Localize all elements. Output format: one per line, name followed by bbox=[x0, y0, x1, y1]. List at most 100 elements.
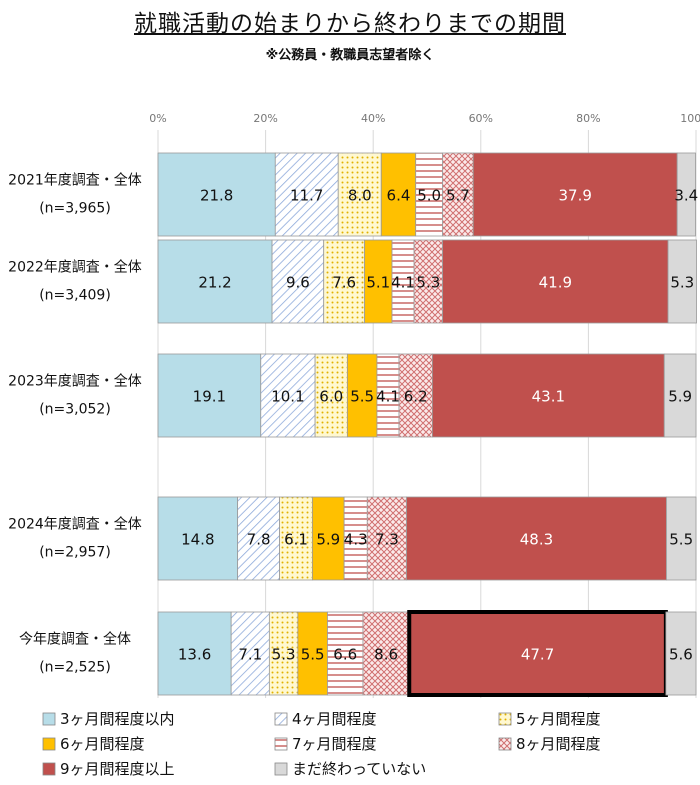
bar-segment bbox=[406, 496, 667, 581]
bar-segment bbox=[297, 611, 328, 696]
data-label: 4.3 bbox=[344, 531, 368, 549]
x-tick-label: 80% bbox=[576, 112, 600, 125]
data-label: 7.6 bbox=[332, 274, 356, 292]
bar-segment bbox=[157, 152, 276, 237]
data-label: 6.6 bbox=[333, 646, 357, 664]
data-label: 47.7 bbox=[521, 646, 554, 664]
category-label: 2024年度調査・全体 bbox=[8, 516, 142, 533]
legend-swatch bbox=[498, 737, 512, 750]
stacked-bar-chart: 0% 20% 40% 60% 80% 100% 2021年度調査・全体 (n=3,965) 2… bbox=[8, 112, 700, 698]
legend-item: 5ヶ月間程度 bbox=[498, 708, 601, 729]
data-label: 43.1 bbox=[532, 388, 565, 406]
bar-segment bbox=[346, 353, 378, 438]
data-label: 21.2 bbox=[198, 274, 231, 292]
chart-title: 就職活動の始まりから終わりまでの期間 bbox=[134, 11, 566, 37]
data-label: 5.3 bbox=[272, 646, 296, 664]
legend-item: 7ヶ月間程度 bbox=[274, 733, 377, 754]
bar-segment bbox=[676, 152, 696, 237]
category-n-label: (n=3,965) bbox=[39, 201, 111, 217]
data-label: 5.5 bbox=[301, 646, 325, 664]
bar-segment bbox=[271, 239, 325, 324]
legend-item: 4ヶ月間程度 bbox=[274, 708, 377, 729]
category-n-label: (n=3,052) bbox=[39, 402, 111, 418]
data-label: 5.1 bbox=[366, 274, 390, 292]
data-label: 7.1 bbox=[238, 646, 262, 664]
data-label: 5.7 bbox=[446, 187, 470, 205]
category-label: 今年度調査・全体 bbox=[19, 631, 131, 648]
bar-segment bbox=[230, 611, 270, 696]
data-label: 19.1 bbox=[193, 388, 226, 406]
legend-swatch bbox=[274, 712, 288, 725]
category-n-label: (n=2,957) bbox=[39, 545, 111, 561]
data-label: 10.1 bbox=[271, 388, 304, 406]
category-labels: 2021年度調査・全体 (n=3,965) 2022年度調査・全体 (n=3,409)… bbox=[8, 172, 142, 676]
bar-segment bbox=[312, 496, 345, 581]
data-label: 4.1 bbox=[391, 274, 415, 292]
x-tick-label: 40% bbox=[361, 112, 385, 125]
data-label: 8.0 bbox=[348, 187, 372, 205]
x-axis-ticks: 0% 20% 40% 60% 80% 100% bbox=[149, 112, 700, 125]
bar-segment bbox=[157, 496, 239, 581]
bar-segment bbox=[157, 611, 232, 696]
legend-swatch bbox=[42, 737, 56, 750]
data-label: 37.9 bbox=[559, 187, 592, 205]
x-tick-label: 0% bbox=[149, 112, 166, 125]
bar-segment bbox=[274, 152, 339, 237]
data-label: 7.8 bbox=[247, 531, 271, 549]
data-label: 6.0 bbox=[319, 388, 343, 406]
bar-segment bbox=[472, 152, 678, 237]
legend-label: 4ヶ月間程度 bbox=[292, 710, 377, 728]
legend-label: 9ヶ月間程度以上 bbox=[60, 760, 175, 778]
category-label: 2022年度調査・全体 bbox=[8, 259, 142, 276]
data-label: 7.3 bbox=[375, 531, 399, 549]
bar-segment bbox=[431, 353, 665, 438]
data-label: 5.0 bbox=[417, 187, 441, 205]
data-label: 5.3 bbox=[416, 274, 440, 292]
data-label: 4.1 bbox=[376, 388, 400, 406]
category-label: 2021年度調査・全体 bbox=[8, 172, 142, 189]
x-tick-label: 20% bbox=[253, 112, 277, 125]
bar-segment bbox=[380, 152, 417, 237]
legend-item: 3ヶ月間程度以内 bbox=[42, 708, 175, 729]
x-tick-label: 100% bbox=[680, 112, 700, 125]
bar-segment bbox=[413, 239, 444, 324]
bar-segment bbox=[442, 152, 474, 237]
legend-label: 7ヶ月間程度 bbox=[292, 735, 377, 753]
legend-swatch bbox=[498, 712, 512, 725]
legend-item: まだ終わっていない bbox=[274, 758, 426, 779]
bar-segment bbox=[663, 353, 697, 438]
data-label: 48.3 bbox=[520, 531, 553, 549]
bar-segment bbox=[157, 239, 273, 324]
data-label: 13.6 bbox=[178, 646, 211, 664]
legend-swatch bbox=[42, 712, 56, 725]
data-label: 11.7 bbox=[290, 187, 323, 205]
bar-segment bbox=[442, 239, 669, 324]
legend-item: 6ヶ月間程度 bbox=[42, 733, 145, 754]
bar-segment bbox=[415, 152, 444, 237]
data-label: 21.8 bbox=[200, 187, 233, 205]
data-label: 3.4 bbox=[674, 187, 698, 205]
bar-segment bbox=[667, 239, 697, 324]
data-label: 6.2 bbox=[404, 388, 428, 406]
bar-segment bbox=[366, 496, 407, 581]
bar-segment bbox=[279, 496, 313, 581]
data-label: 5.5 bbox=[350, 388, 374, 406]
legend-swatch bbox=[274, 762, 288, 775]
bar-segment bbox=[237, 496, 280, 581]
bar-segment bbox=[260, 353, 316, 438]
data-label: 6.1 bbox=[284, 531, 308, 549]
legend-label: まだ終わっていない bbox=[292, 760, 427, 778]
bar-segment bbox=[407, 610, 668, 697]
chart-subtitle: ※公務員・教職員志望者除く bbox=[265, 48, 435, 63]
category-n-label: (n=2,525) bbox=[39, 660, 111, 676]
data-label: 41.9 bbox=[539, 274, 572, 292]
category-label: 2023年度調査・全体 bbox=[8, 373, 142, 390]
bar-segment bbox=[398, 353, 433, 438]
data-label: 6.4 bbox=[387, 187, 411, 205]
data-label: 8.6 bbox=[374, 646, 398, 664]
bar-segment bbox=[327, 611, 364, 696]
bar-segment bbox=[314, 353, 348, 438]
bars: 21.8 11.7 8.0 6.4 5.0 5.7 37.9 3.4 21.2 9.6 7.6 5.1… bbox=[157, 152, 698, 697]
legend-label: 5ヶ月間程度 bbox=[516, 710, 601, 728]
x-tick-label: 60% bbox=[469, 112, 493, 125]
